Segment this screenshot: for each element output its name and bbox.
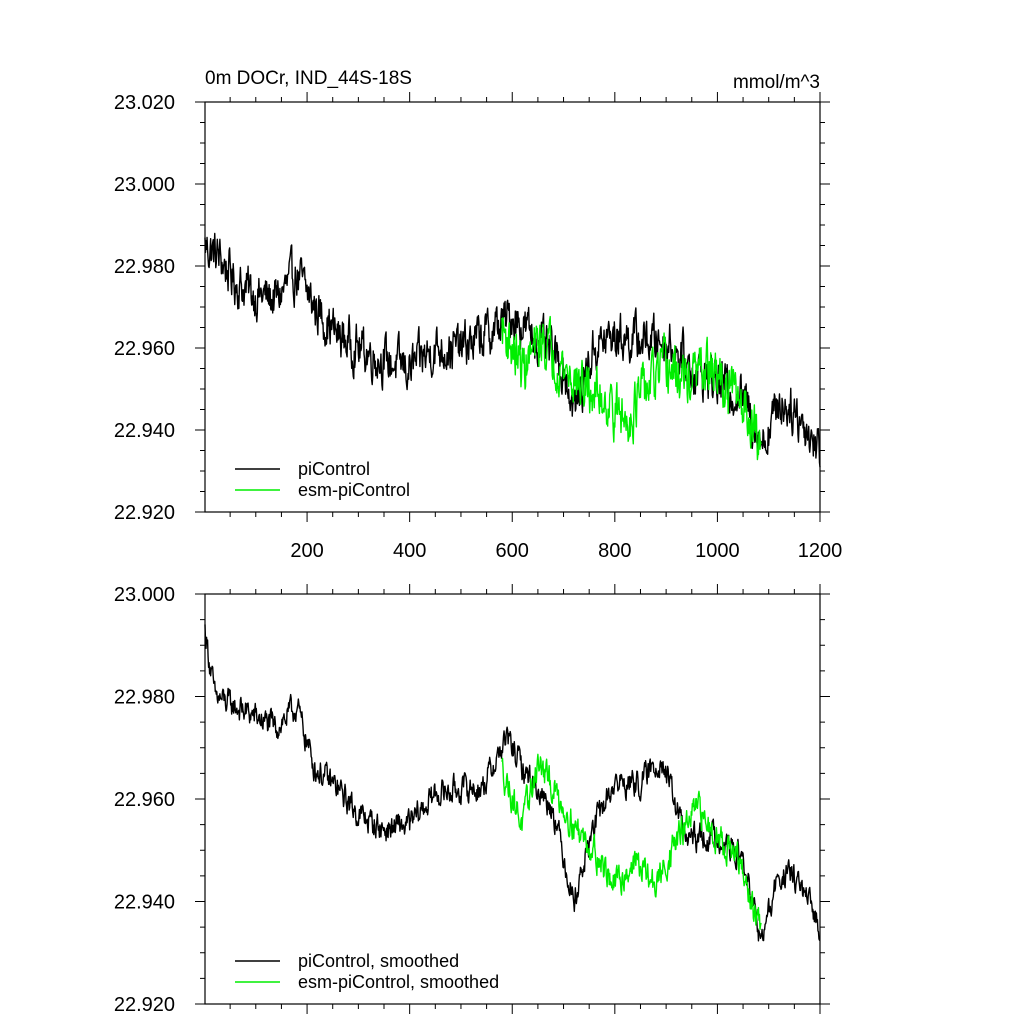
y-tick-label: 22.960 bbox=[114, 789, 175, 811]
y-tick-label: 22.920 bbox=[114, 502, 175, 524]
bottom-series-line-picontrol-smoothed bbox=[204, 624, 821, 942]
y-tick-label: 22.940 bbox=[114, 892, 175, 914]
y-tick-label: 23.020 bbox=[114, 92, 175, 114]
top-series-line-picontrol bbox=[204, 232, 821, 468]
y-tick-label: 22.980 bbox=[114, 256, 175, 278]
top-legend: piControl esm-piControl bbox=[235, 459, 410, 500]
x-tick-label: 400 bbox=[393, 540, 426, 562]
top-axis-ticks: 200 400 600 800 1000 1200 22.920 22.940 22.960 22… bbox=[114, 92, 842, 562]
bottom-series-line-esm-picontrol-smoothed bbox=[501, 753, 762, 931]
top-series-line-esm-picontrol bbox=[501, 315, 762, 461]
x-tick-label: 1200 bbox=[798, 540, 843, 562]
top-series-lines bbox=[204, 232, 821, 468]
y-tick-label: 22.920 bbox=[114, 994, 175, 1016]
x-tick-label: 200 bbox=[290, 540, 323, 562]
top-panel-units: mmol/m^3 bbox=[733, 72, 820, 93]
y-tick-label: 22.940 bbox=[114, 420, 175, 442]
top-panel-title: 0m DOCr, IND_44S-18S bbox=[205, 68, 412, 89]
bottom-series-lines bbox=[204, 624, 821, 942]
y-tick-label: 22.960 bbox=[114, 338, 175, 360]
bottom-legend-label-esm-picontrol-smoothed: esm-piControl, smoothed bbox=[298, 972, 499, 992]
y-tick-label: 22.980 bbox=[114, 687, 175, 709]
y-tick-label: 23.000 bbox=[114, 584, 175, 606]
bottom-panel: 22.920 22.940 22.960 22.980 23.000 piControl… bbox=[114, 584, 830, 1016]
bottom-axis-ticks: 22.920 22.940 22.960 22.980 23.000 bbox=[114, 584, 830, 1016]
x-tick-label: 600 bbox=[496, 540, 529, 562]
bottom-legend: piControl, smoothed esm-piControl, smoot… bbox=[235, 951, 499, 992]
top-panel: 0m DOCr, IND_44S-18S mmol/m^3 200 400 600 8… bbox=[114, 68, 842, 562]
top-legend-label-esm-picontrol: esm-piControl bbox=[298, 480, 410, 500]
bottom-legend-label-picontrol-smoothed: piControl, smoothed bbox=[298, 951, 459, 971]
y-tick-label: 23.000 bbox=[114, 174, 175, 196]
x-tick-label: 800 bbox=[598, 540, 631, 562]
top-legend-label-picontrol: piControl bbox=[298, 459, 370, 479]
x-tick-label: 1000 bbox=[695, 540, 740, 562]
